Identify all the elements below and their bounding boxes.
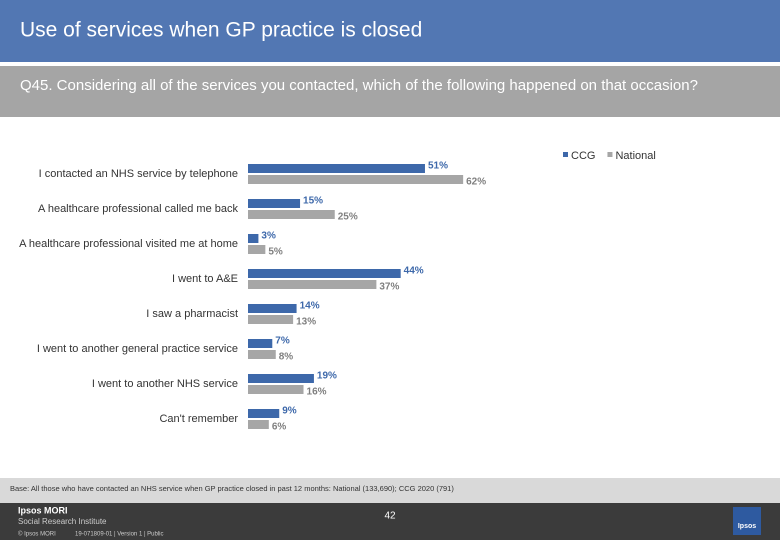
category-label: I went to A&E — [172, 273, 238, 285]
value-label: 5% — [268, 247, 283, 258]
question: Q45. Considering all of the services you… — [20, 77, 698, 94]
bar — [248, 269, 401, 278]
value-label: 9% — [282, 406, 297, 417]
category-label: I saw a pharmacist — [146, 308, 238, 320]
bar — [248, 385, 304, 394]
category-label: A healthcare professional visited me at … — [19, 238, 238, 250]
bar — [248, 245, 266, 254]
job-number: 19-071809-01 | Version 1 | Public — [75, 532, 164, 538]
divider — [0, 62, 780, 66]
value-label: 14% — [300, 301, 320, 312]
bar — [248, 164, 425, 173]
category-label: Can't remember — [159, 413, 238, 425]
value-label: 7% — [275, 336, 290, 347]
logo-text: Ipsos — [738, 523, 756, 530]
base-bar — [0, 478, 780, 503]
title: Use of services when GP practice is clos… — [20, 19, 422, 42]
brand: Ipsos MORI — [18, 505, 68, 515]
value-label: 37% — [379, 282, 399, 293]
base-note: Base: All those who have contacted an NH… — [10, 484, 454, 493]
institute: Social Research Institute — [18, 517, 107, 526]
bar — [248, 280, 377, 289]
value-label: 25% — [338, 212, 358, 223]
page-number: 42 — [384, 511, 396, 522]
value-label: 44% — [404, 266, 424, 277]
category-label: I went to another general practice servi… — [37, 343, 238, 355]
bar — [248, 304, 297, 313]
value-label: 6% — [272, 422, 287, 433]
bar — [248, 210, 335, 219]
value-label: 62% — [466, 177, 486, 188]
bar — [248, 315, 294, 324]
value-label: 51% — [428, 161, 448, 172]
bar — [248, 234, 259, 243]
value-label: 15% — [303, 196, 323, 207]
legend-label: CCG — [571, 150, 595, 162]
category-label: I went to another NHS service — [92, 378, 238, 390]
value-label: 13% — [296, 317, 316, 328]
value-label: 16% — [307, 387, 327, 398]
question-bar — [0, 66, 780, 117]
question-box: Q45. Considering all of the services you… — [20, 77, 698, 94]
legend-swatch — [607, 152, 613, 157]
value-label: 19% — [317, 371, 337, 382]
bar — [248, 374, 314, 383]
bar — [248, 409, 280, 418]
value-label: 3% — [261, 231, 276, 242]
footer-bar — [0, 503, 780, 540]
legend-label: National — [615, 150, 655, 162]
bar — [248, 350, 276, 359]
title-bar — [0, 0, 780, 62]
copyright: © Ipsos MORI — [18, 531, 56, 538]
value-label: 8% — [279, 352, 294, 363]
bar — [248, 175, 464, 184]
category-label: I contacted an NHS service by telephone — [39, 168, 238, 180]
bar — [248, 339, 273, 348]
bar — [248, 199, 301, 208]
bar — [248, 420, 269, 429]
legend-swatch — [563, 152, 568, 157]
category-label: A healthcare professional called me back — [38, 203, 238, 215]
logo — [733, 507, 761, 535]
